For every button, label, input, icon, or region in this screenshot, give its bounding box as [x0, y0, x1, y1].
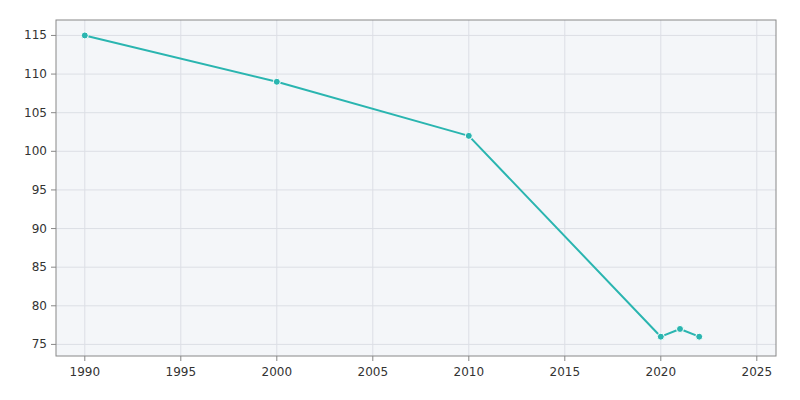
x-tick [468, 356, 469, 361]
x-tick-label: 2015 [550, 365, 581, 379]
y-tick-label: 115 [24, 28, 47, 42]
y-grid-line [56, 305, 776, 306]
x-tick [180, 356, 181, 361]
data-point [465, 132, 472, 139]
tick-labels: 1990 1995 2000 2005 2010 2015 2020 2025 75 80 85 90… [24, 28, 772, 379]
y-tick [51, 112, 56, 113]
y-grid-line [56, 74, 776, 75]
plot-frame [56, 20, 776, 356]
data-point [81, 32, 88, 39]
y-grid-line [56, 112, 776, 113]
plot-background [56, 20, 776, 356]
data-point [273, 78, 280, 85]
y-tick-label: 90 [32, 222, 47, 236]
y-tick-label: 110 [24, 67, 47, 81]
x-tick [372, 356, 373, 361]
x-tick-label: 2005 [358, 365, 389, 379]
y-tick [51, 267, 56, 268]
y-grid-line [56, 151, 776, 152]
x-tick-label: 1990 [70, 365, 101, 379]
x-tick [564, 356, 565, 361]
data-layer [81, 32, 702, 340]
y-grid-line [56, 344, 776, 345]
chart-svg: 1990 1995 2000 2005 2010 2015 2020 2025 75 80 85 90… [0, 0, 800, 400]
y-tick [51, 35, 56, 36]
x-tick [756, 356, 757, 361]
y-tick [51, 74, 56, 75]
data-point [677, 325, 684, 332]
y-tick-label: 100 [24, 144, 47, 158]
x-tick-label: 2000 [262, 365, 293, 379]
y-tick [51, 305, 56, 306]
grid [56, 20, 776, 356]
y-tick [51, 344, 56, 345]
x-tick [660, 356, 661, 361]
y-tick-label: 75 [32, 337, 47, 351]
chart-container: 1990 1995 2000 2005 2010 2015 2020 2025 75 80 85 90… [0, 0, 800, 400]
y-tick [51, 189, 56, 190]
data-point [657, 333, 664, 340]
x-tick-label: 1995 [166, 365, 197, 379]
y-grid-line [56, 189, 776, 190]
y-tick-label: 85 [32, 260, 47, 274]
x-tick-label: 2020 [646, 365, 677, 379]
y-tick-label: 80 [32, 299, 47, 313]
data-line [85, 35, 699, 336]
x-tick-label: 2010 [454, 365, 485, 379]
y-tick-label: 95 [32, 183, 47, 197]
x-tick [276, 356, 277, 361]
y-grid-line [56, 35, 776, 36]
y-grid-line [56, 267, 776, 268]
data-point [696, 333, 703, 340]
y-grid-line [56, 228, 776, 229]
y-tick [51, 228, 56, 229]
x-tick-label: 2025 [742, 365, 773, 379]
y-tick [51, 151, 56, 152]
x-tick [84, 356, 85, 361]
y-tick-label: 105 [24, 106, 47, 120]
